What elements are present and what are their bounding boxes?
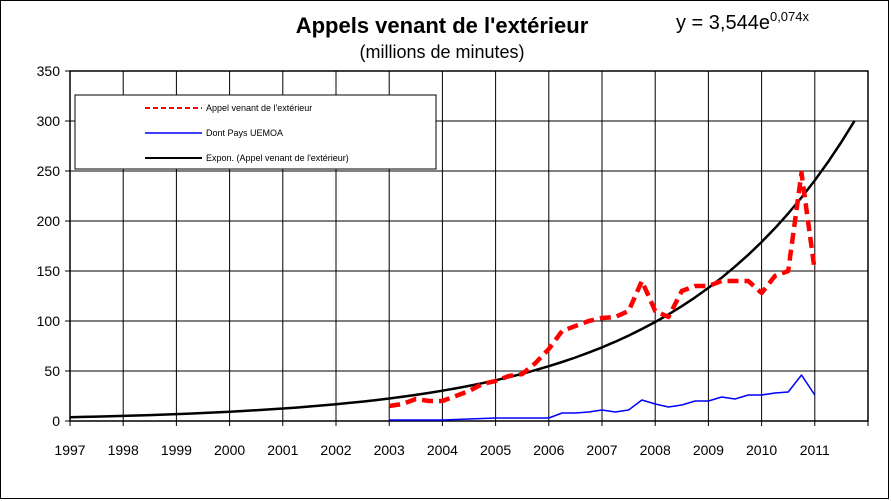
plot-area	[69, 70, 869, 422]
x-tick-label: 1997	[54, 442, 85, 458]
legend-label-exterieur: Appel venant de l'extérieur	[206, 103, 312, 113]
x-tick-label: 2006	[533, 442, 564, 458]
trend-equation-exponent: 0,074x	[770, 9, 810, 24]
x-tick-label: 2010	[746, 442, 777, 458]
legend: Appel venant de l'extérieur Dont Pays UE…	[74, 94, 437, 170]
x-tick-label: 2008	[640, 442, 671, 458]
chart-title: Appels venant de l'extérieur	[296, 13, 589, 38]
trend-equation: y = 3,544e0,074x	[676, 9, 810, 34]
x-tick-label: 2005	[480, 442, 511, 458]
chart-subtitle: (millions de minutes)	[359, 42, 524, 62]
x-tick-label: 2001	[267, 442, 298, 458]
y-tick-label: 300	[37, 113, 61, 129]
x-tick-label: 2011	[800, 442, 830, 458]
legend-box	[74, 94, 437, 170]
y-tick-label: 0	[52, 413, 60, 429]
trend-equation-base: y = 3,544e	[676, 12, 770, 34]
y-tick-label: 50	[44, 363, 60, 379]
x-tick-label: 2007	[586, 442, 617, 458]
series-line-trend	[69, 119, 856, 419]
x-tick-label: 1999	[161, 442, 192, 458]
series-layer	[69, 119, 856, 421]
legend-label-uemoa: Dont Pays UEMOA	[206, 128, 283, 138]
series-line-exterieur	[388, 170, 818, 409]
series-line-uemoa	[389, 374, 816, 421]
x-tick-label: 2004	[427, 442, 458, 458]
y-axis: 0 50 100 150 200 250 300 350	[37, 63, 70, 429]
x-tick-label: 2009	[693, 442, 724, 458]
y-tick-label: 150	[37, 263, 61, 279]
legend-label-trend: Expon. (Appel venant de l'extérieur)	[206, 153, 349, 163]
x-tick-label: 2000	[214, 442, 245, 458]
x-tick-label: 2002	[320, 442, 351, 458]
x-tick-label: 1998	[108, 442, 139, 458]
x-tick-label: 2003	[374, 442, 405, 458]
y-tick-label: 100	[37, 313, 61, 329]
y-tick-label: 250	[37, 163, 61, 179]
y-tick-label: 350	[37, 63, 61, 79]
y-tick-label: 200	[37, 213, 61, 229]
x-axis: 1997 1998 1999 2000 2001 2002 2003 2004 2005 2006…	[54, 421, 869, 458]
